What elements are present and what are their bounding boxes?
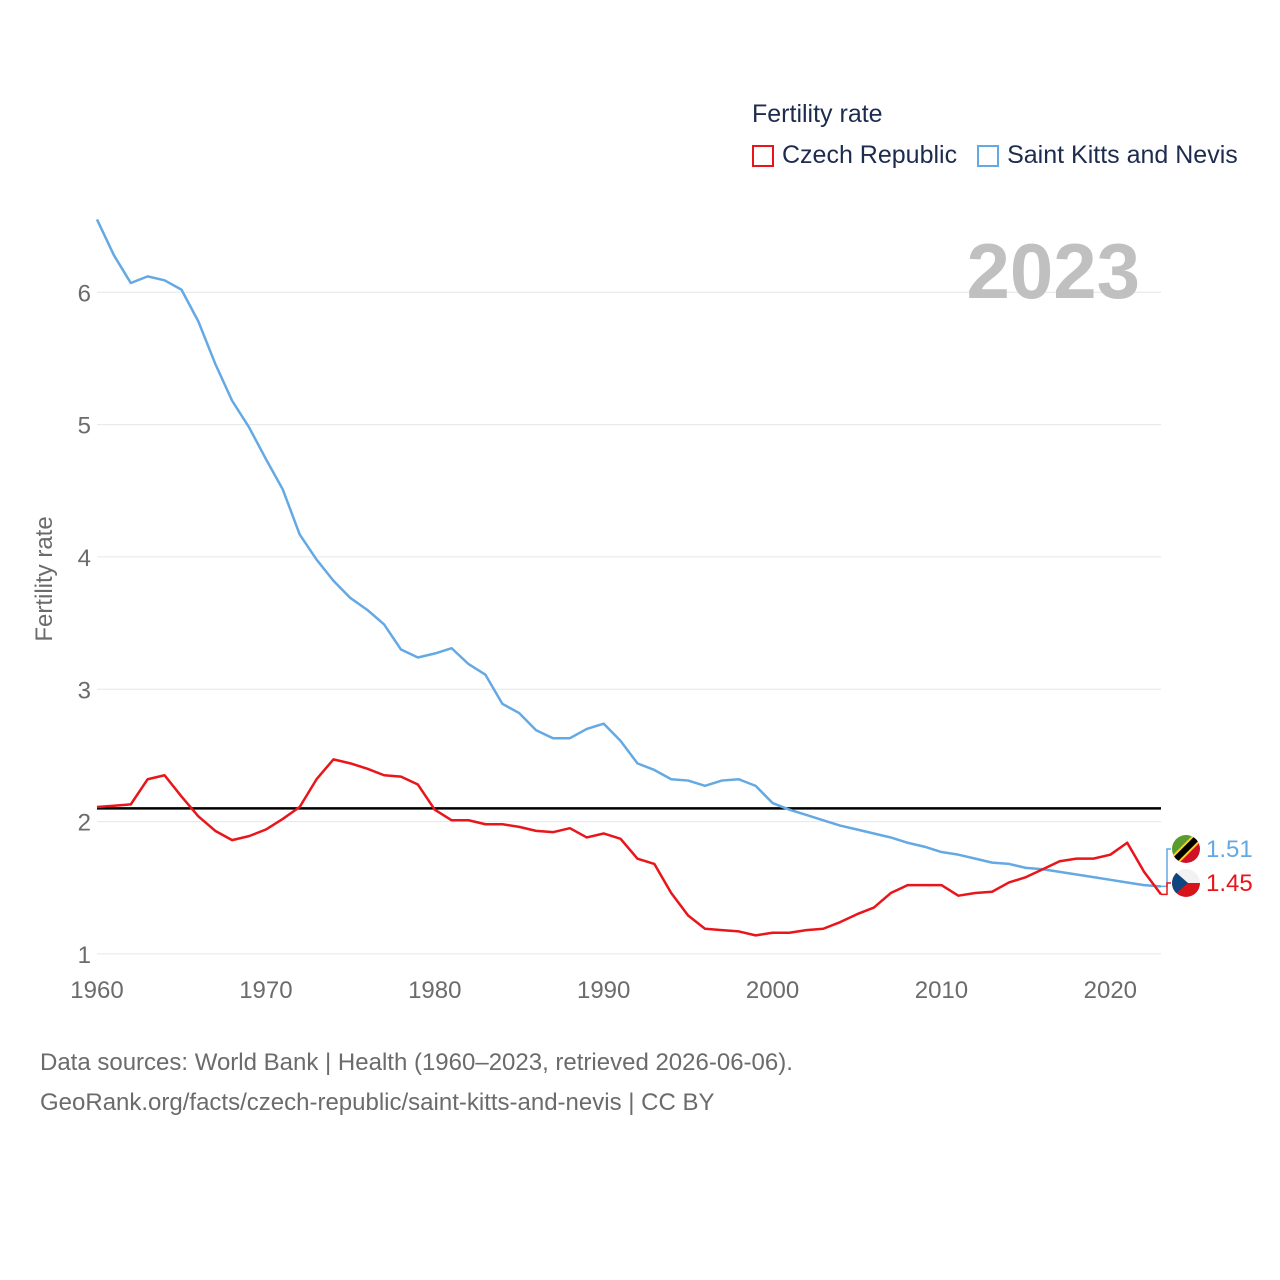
legend-swatch-czech-republic: [752, 144, 774, 167]
y-tick-label: 5: [78, 413, 91, 440]
sources-link[interactable]: GeoRank.org/facts/czech-republic/saint-k…: [40, 1089, 715, 1116]
y-tick-label: 2: [78, 810, 91, 837]
x-tick-label: 1960: [70, 977, 123, 1004]
y-tick-label: 3: [78, 677, 91, 704]
year-watermark: 2023: [966, 227, 1140, 315]
x-tick-label: 1980: [408, 977, 461, 1004]
y-tick-label: 6: [78, 280, 91, 307]
grid-lines: [97, 291, 1161, 955]
y-axis-label: Fertility rate: [31, 516, 58, 641]
x-tick-label: 1990: [577, 977, 630, 1004]
fertility-chart: 2023 1 2 3 4 5 6 1960 1970 1980 1990 2000 2010 2020…: [31, 218, 1253, 1004]
end-connector: [1161, 848, 1171, 888]
end-value-czech-republic: 1.45: [1206, 870, 1253, 897]
series-line-czech-republic: [96, 758, 1162, 937]
sources-line-1: Data sources: World Bank | Health (1960–…: [40, 1049, 793, 1076]
series-lines: [95, 218, 1162, 937]
x-axis-ticks: 1960 1970 1980 1990 2000 2010 2020: [70, 977, 1137, 1004]
end-markers: 1.51 1.45: [1161, 835, 1253, 897]
y-tick-label: 1: [78, 942, 91, 969]
legend-label: Saint Kitts and Nevis: [1007, 141, 1238, 169]
legend: Fertility rate Czech Republic Saint Kitt…: [752, 100, 1238, 170]
series-line-saint-kitts-and-nevis: [95, 218, 1162, 888]
y-tick-label: 4: [78, 545, 91, 572]
legend-title: Fertility rate: [752, 100, 883, 128]
y-axis-ticks: 1 2 3 4 5 6: [78, 280, 91, 969]
end-connector: [1161, 882, 1171, 896]
x-tick-label: 2020: [1084, 977, 1137, 1004]
data-sources: Data sources: World Bank | Health (1960–…: [40, 1043, 793, 1123]
flag-saint-kitts-and-nevis-icon: [1172, 835, 1200, 863]
legend-item-saint-kitts-and-nevis[interactable]: Saint Kitts and Nevis: [977, 141, 1238, 170]
flag-czech-republic-icon: [1172, 869, 1200, 897]
end-value-saint-kitts-and-nevis: 1.51: [1206, 836, 1253, 863]
legend-swatch-saint-kitts-and-nevis: [977, 144, 1000, 167]
x-tick-label: 2000: [746, 977, 799, 1004]
x-tick-label: 2010: [915, 977, 968, 1004]
x-tick-label: 1970: [239, 977, 292, 1004]
legend-label: Czech Republic: [782, 141, 958, 169]
legend-item-czech-republic[interactable]: Czech Republic: [752, 141, 957, 170]
